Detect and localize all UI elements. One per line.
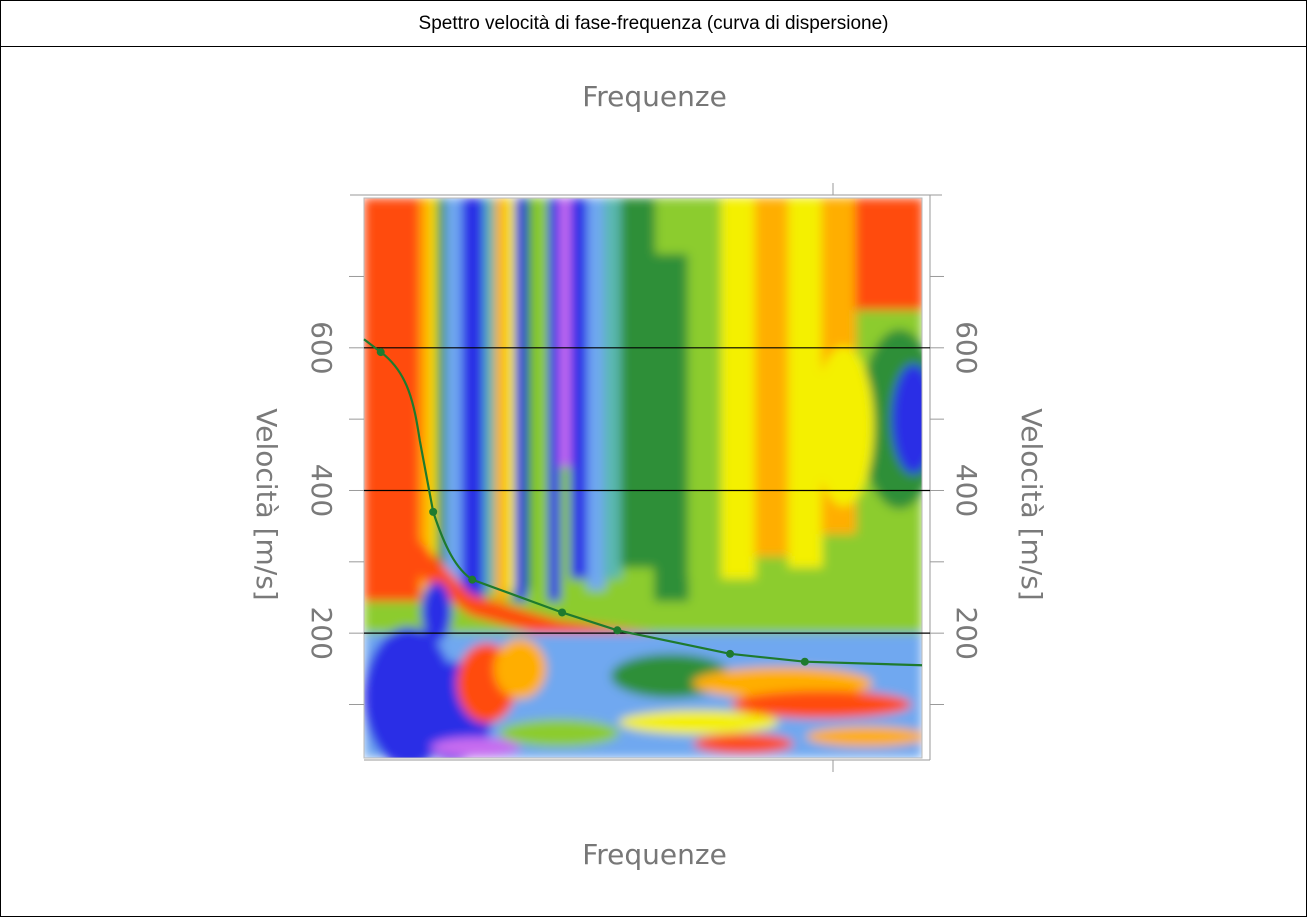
y-tick-label-left: 600 [305,321,338,374]
y-axis-title-right: Velocità [m/s] [1015,408,1048,600]
spectrum-blob [499,719,620,748]
spectrum-band [483,198,497,590]
y-tick-label-left: 400 [305,464,338,517]
dispersion-point [429,507,438,516]
spectrum-band [654,254,689,602]
spectrum-band [461,198,485,602]
y-tick-label-right: 400 [950,464,983,517]
dispersion-point [558,608,567,617]
dispersion-curve [363,338,923,667]
y-tick-label-right: 200 [950,606,983,659]
spectrum-band [514,198,527,602]
spectrum-band [495,198,508,602]
spectrum-band [419,198,432,590]
spectrum-bands [364,198,922,758]
spectrum-heatmap [364,198,922,758]
spectrum-band [603,198,622,579]
plot-frame [350,183,942,772]
spectrum-band [855,198,922,310]
dispersion-point [613,626,622,635]
dispersion-point [726,649,735,658]
spectrum-band [754,198,790,557]
dispersion-point [800,657,809,666]
spectrum-band [506,198,516,590]
spectrum-blob [813,346,874,507]
spectrum-band [444,198,463,590]
y-tick-label-right: 600 [950,321,983,374]
dispersion-point [376,348,385,357]
spectrum-band [687,198,723,579]
table-caption: Spettro velocità di fase-frequenza (curv… [1,1,1306,47]
spectrum-blob [494,638,547,699]
spectrum-blob [731,690,912,719]
chart-title: Frequenze [582,80,727,113]
y-axis-title-left: Velocità [m/s] [250,408,283,600]
spectrum-blob [421,581,452,642]
x-axis-label: Frequenze [582,838,727,871]
spectrum-blob [430,737,521,758]
spectrum-blob [806,726,922,747]
spectrum-band [721,198,756,579]
spectrum-blob [891,364,922,475]
spectrum-band [436,198,446,590]
spectrum-band [548,198,561,602]
spectrum-band [570,198,589,579]
grid-lines [364,347,930,634]
axis-ticks: 600 600 400 400 200 200 Velocità [m/s] Velocità… [250,275,1048,705]
spectrum-band [620,198,656,568]
spectrum-band [587,198,605,590]
plot-border [363,197,923,759]
spectrum-band [525,198,533,590]
spectrum-blob [693,733,794,754]
y-tick-label-left: 200 [305,606,338,659]
spectrum-ridge [364,476,922,662]
spectrum-band [559,198,572,467]
spectrum-band [788,198,823,568]
spectrum-band [430,198,438,590]
dispersion-point [468,575,477,584]
spectrum-band [531,198,550,590]
spectrum-blob [618,710,779,735]
